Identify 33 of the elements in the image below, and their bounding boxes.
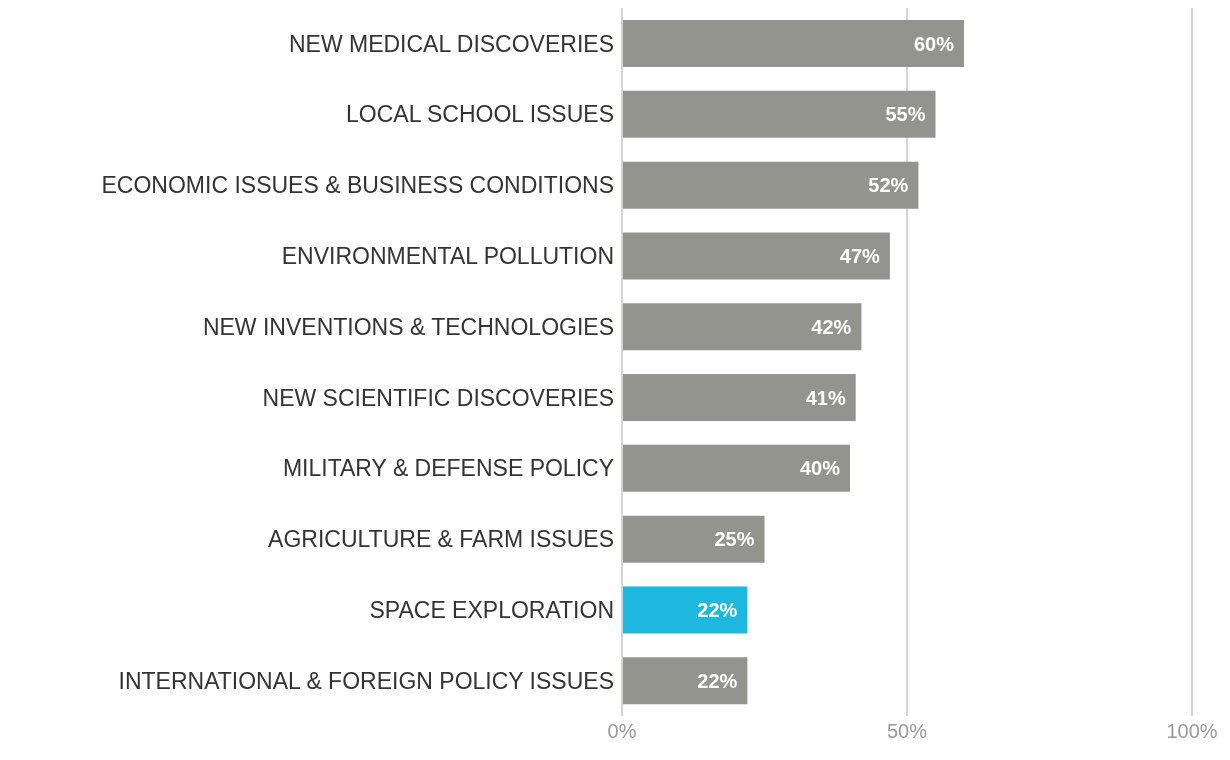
data-label: 60%	[913, 32, 955, 55]
y-tick-label: LOCAL SCHOOL ISSUES	[346, 101, 614, 128]
bar	[622, 515, 765, 563]
data-label: 52%	[868, 174, 909, 197]
data-label: 25%	[714, 528, 755, 551]
bar	[622, 161, 919, 209]
data-label: 55%	[885, 103, 926, 126]
data-label: 42%	[811, 315, 852, 338]
y-tick-label: NEW INVENTIONS & TECHNOLOGIES	[202, 313, 614, 340]
bar	[622, 444, 850, 492]
data-label: 22%	[697, 598, 738, 621]
y-tick-label: SPACE EXPLORATION	[369, 596, 614, 623]
data-label: 41%	[805, 386, 846, 409]
bar	[622, 20, 964, 68]
y-tick-label: ENVIRONMENTAL POLLUTION	[281, 242, 614, 269]
bar	[622, 657, 748, 705]
bar	[622, 303, 862, 351]
data-label: 40%	[799, 457, 841, 480]
x-tick-label: 100%	[1166, 720, 1218, 743]
bar	[622, 374, 856, 422]
x-tick-label: 0%	[607, 720, 637, 743]
data-label: 22%	[697, 669, 738, 692]
y-tick-label: MILITARY & DEFENSE POLICY	[282, 455, 614, 482]
y-tick-label: INTERNATIONAL & FOREIGN POLICY ISSUES	[118, 667, 614, 694]
y-tick-label: NEW MEDICAL DISCOVERIES	[288, 30, 614, 57]
y-tick-label: AGRICULTURE & FARM ISSUES	[268, 526, 614, 553]
bar	[622, 90, 936, 138]
y-tick-label: NEW SCIENTIFIC DISCOVERIES	[262, 384, 614, 411]
bar	[622, 232, 890, 280]
x-tick-label: 50%	[886, 720, 928, 743]
data-label: 47%	[839, 244, 881, 267]
y-tick-label: ECONOMIC ISSUES & BUSINESS CONDITIONS	[101, 172, 614, 199]
bar	[622, 586, 748, 634]
